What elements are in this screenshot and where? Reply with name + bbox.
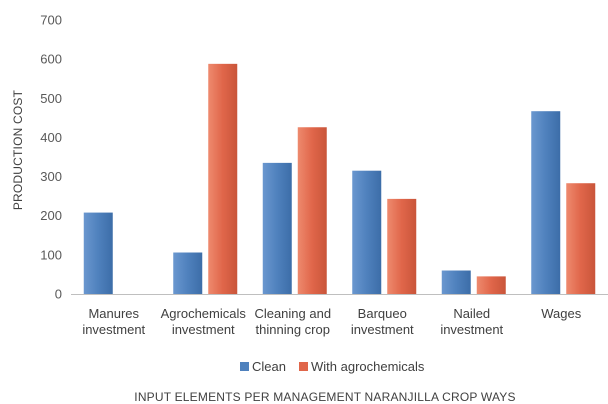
y-tick-label: 600 bbox=[40, 52, 62, 67]
bar-clean bbox=[83, 212, 113, 294]
y-axis-title: PRODUCTION COST bbox=[11, 89, 25, 210]
bar-with-agrochemicals bbox=[297, 127, 327, 294]
y-tick-label: 500 bbox=[40, 91, 62, 106]
category-label: Nailed investment bbox=[440, 306, 503, 337]
y-tick-label: 0 bbox=[55, 287, 62, 302]
y-tick-label: 200 bbox=[40, 208, 62, 223]
y-tick-label: 400 bbox=[40, 130, 62, 145]
legend: Clean With agrochemicals bbox=[240, 359, 425, 374]
y-tick-label: 700 bbox=[40, 13, 62, 28]
category-label: Cleaning and thinning crop bbox=[254, 306, 331, 337]
legend-swatch bbox=[240, 362, 249, 371]
bar-clean bbox=[262, 162, 292, 294]
bars bbox=[83, 63, 596, 295]
bar-with-agrochemicals bbox=[208, 63, 238, 295]
category-labels: Manures investment Agrochemicals investment… bbox=[82, 306, 581, 337]
bar-with-agrochemicals bbox=[476, 276, 506, 294]
bar-clean bbox=[173, 252, 203, 294]
category-label: Manures investment bbox=[82, 306, 145, 337]
bar-clean bbox=[352, 170, 382, 294]
y-axis-ticks: 0 100 200 300 400 500 600 700 bbox=[40, 13, 62, 302]
category-label: Wages bbox=[541, 306, 581, 321]
category-label: Barqueo investment bbox=[351, 306, 414, 337]
category-label: Agrochemicals investment bbox=[161, 306, 247, 337]
x-axis-title: INPUT ELEMENTS PER MANAGEMENT NARANJILLA… bbox=[134, 390, 515, 404]
legend-label: With agrochemicals bbox=[311, 359, 425, 374]
bar-clean bbox=[441, 270, 471, 294]
bar-with-agrochemicals bbox=[566, 183, 596, 294]
bar-clean bbox=[531, 111, 561, 295]
legend-swatch bbox=[299, 362, 308, 371]
y-tick-label: 100 bbox=[40, 247, 62, 262]
bar-with-agrochemicals bbox=[387, 198, 417, 294]
y-tick-label: 300 bbox=[40, 169, 62, 184]
legend-label: Clean bbox=[252, 359, 286, 374]
